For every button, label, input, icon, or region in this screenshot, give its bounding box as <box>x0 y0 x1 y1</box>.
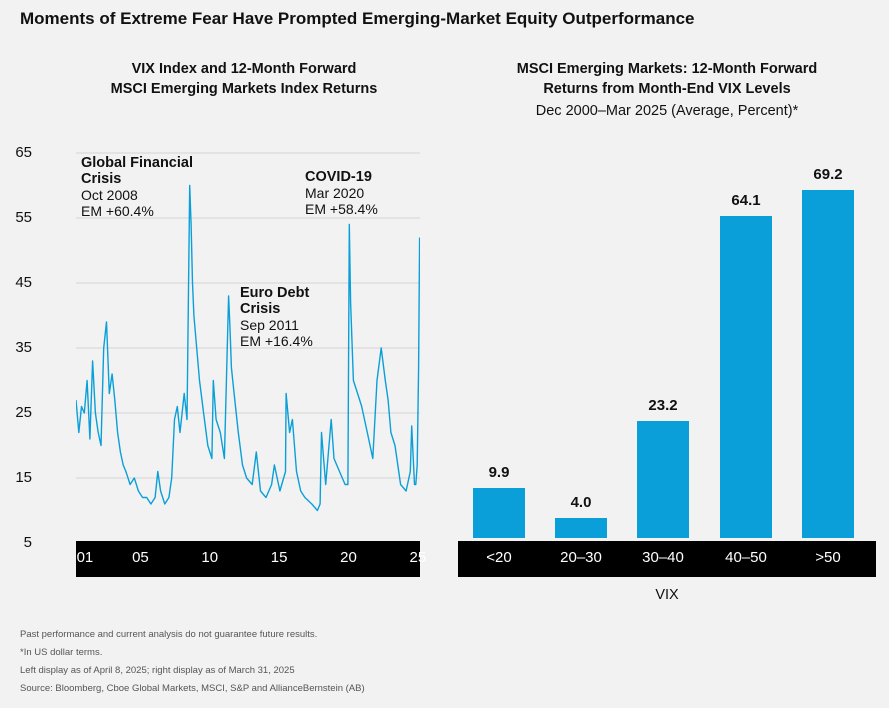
right-x-axis-label: VIX <box>655 587 679 603</box>
category-label: 20–30 <box>560 549 602 566</box>
bar-1 <box>555 517 607 538</box>
footnote-dates: Left display as of April 8, 2025; right … <box>20 665 295 676</box>
left-chart-title: VIX Index and 12-Month Forward MSCI Emer… <box>70 59 418 99</box>
annotation-gfc: Global Financial Crisis Oct 2008 EM +60.… <box>81 155 211 219</box>
bar-value-label: 9.9 <box>488 464 510 482</box>
y-tick-label: 35 <box>15 339 32 356</box>
category-label: <20 <box>486 549 512 566</box>
annotation-covid-date: Mar 2020 <box>305 185 365 201</box>
bar-4 <box>802 190 854 538</box>
bar-0 <box>473 488 525 538</box>
right-chart-title-line-1: MSCI Emerging Markets: 12-Month Forward <box>516 61 818 77</box>
annotation-gfc-title: Global Financial Crisis <box>81 155 193 187</box>
footnote-source: Source: Bloomberg, Cboe Global Markets, … <box>20 683 365 694</box>
right-chart-title-line-2: Returns from Month-End VIX Levels <box>543 81 791 97</box>
left-chart-title-line-2: MSCI Emerging Markets Index Returns <box>110 81 378 97</box>
x-tick-label: 25 <box>409 549 427 566</box>
right-chart-title: MSCI Emerging Markets: 12-Month Forward … <box>458 59 876 99</box>
bar-3 <box>720 215 772 538</box>
annotation-euro-return: EM +16.4% <box>240 333 313 349</box>
annotation-covid-return: EM +58.4% <box>305 201 378 217</box>
left-chart-title-line-1: VIX Index and 12-Month Forward <box>131 61 357 77</box>
y-tick-label: 25 <box>15 404 32 421</box>
x-tick-label: 10 <box>201 549 219 566</box>
category-label: >50 <box>815 549 841 566</box>
x-tick-label: 15 <box>270 549 288 566</box>
bar-value-label: 23.2 <box>648 397 678 415</box>
x-tick-label: 20 <box>340 549 357 566</box>
bar-value-label: 64.1 <box>731 191 761 209</box>
annotation-covid: COVID-19 Mar 2020 EM +58.4% <box>305 169 378 217</box>
right-chart-subtitle: Dec 2000–Mar 2025 (Average, Percent)* <box>535 103 799 119</box>
x-tick-label: 05 <box>132 549 149 566</box>
annotation-gfc-return: EM +60.4% <box>81 203 154 219</box>
vix-series-line <box>76 184 420 512</box>
y-tick-label: 5 <box>23 534 32 551</box>
bar-value-label: 69.2 <box>813 166 843 184</box>
bar-value-label: 4.0 <box>570 493 592 511</box>
category-label: 30–40 <box>642 549 684 566</box>
y-tick-label: 45 <box>15 274 32 291</box>
footnote-disclaimer: Past performance and current analysis do… <box>20 629 318 640</box>
left-x-axis-band: 01 05 10 15 20 25 <box>76 541 426 577</box>
annotation-euro-date: Sep 2011 <box>240 317 299 333</box>
y-tick-label: 65 <box>15 144 32 161</box>
bar-2 <box>637 421 689 538</box>
annotation-covid-title: COVID-19 <box>305 169 372 185</box>
category-label: 40–50 <box>725 549 767 566</box>
footnote-currency: *In US dollar terms. <box>20 647 103 658</box>
right-x-axis-band: <20 20–30 30–40 40–50 >50 <box>458 541 876 577</box>
annotation-euro-title: Euro Debt Crisis <box>240 285 310 317</box>
y-tick-label: 55 <box>15 209 32 226</box>
y-tick-label: 15 <box>15 469 32 486</box>
annotation-euro: Euro Debt Crisis Sep 2011 EM +16.4% <box>240 285 320 349</box>
main-title: Moments of Extreme Fear Have Prompted Em… <box>20 9 695 28</box>
annotation-gfc-date: Oct 2008 <box>81 187 138 203</box>
x-tick-label: 01 <box>76 549 94 566</box>
